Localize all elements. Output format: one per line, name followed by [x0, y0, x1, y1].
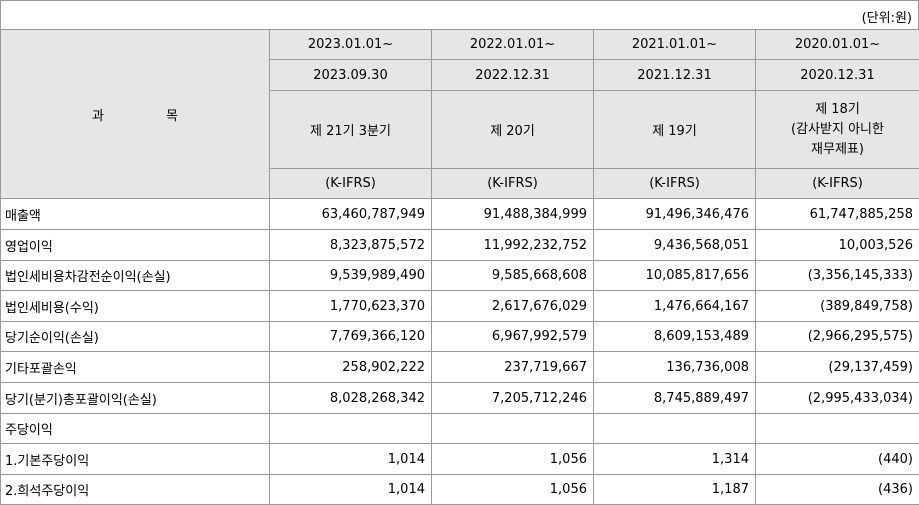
- period-start: 2021.01.01~: [594, 30, 756, 60]
- unit-bar: (단위:원): [0, 0, 919, 29]
- row-value: 9,585,668,608: [432, 261, 594, 291]
- row-value: (440): [756, 444, 919, 475]
- row-value: 1,014: [270, 475, 432, 505]
- row-label: 매출액: [1, 199, 270, 230]
- row-value: 1,770,623,370: [270, 291, 432, 322]
- row-value: 8,745,889,497: [594, 383, 756, 414]
- period-term: 제 21기 3분기: [270, 91, 432, 169]
- period-term: 제 20기: [432, 91, 594, 169]
- period-end: 2023.09.30: [270, 60, 432, 91]
- row-value: (389,849,758): [756, 291, 919, 322]
- row-value: 91,488,384,999: [432, 199, 594, 230]
- period-standard: (K-IFRS): [432, 169, 594, 199]
- period-start: 2023.01.01~: [270, 30, 432, 60]
- table-row: 법인세비용차감전순이익(손실) 9,539,989,490 9,585,668,…: [1, 261, 919, 291]
- row-label: 영업이익: [1, 230, 270, 261]
- period-start: 2022.01.01~: [432, 30, 594, 60]
- table-row: 매출액 63,460,787,949 91,488,384,999 91,496…: [1, 199, 919, 230]
- table-row: 영업이익 8,323,875,572 11,992,232,752 9,436,…: [1, 230, 919, 261]
- row-value: 6,967,992,579: [432, 322, 594, 352]
- period-end: 2022.12.31: [432, 60, 594, 91]
- row-value: 63,460,787,949: [270, 199, 432, 230]
- row-label: 기타포괄손익: [1, 352, 270, 383]
- row-value: [594, 414, 756, 444]
- table-row: 법인세비용(수익) 1,770,623,370 2,617,676,029 1,…: [1, 291, 919, 322]
- row-value: 7,205,712,246: [432, 383, 594, 414]
- row-value: [756, 414, 919, 444]
- table-row: 당기(분기)총포괄이익(손실) 8,028,268,342 7,205,712,…: [1, 383, 919, 414]
- period-term: 제 19기: [594, 91, 756, 169]
- subject-header-part2: 목: [166, 109, 178, 124]
- row-value: 9,436,568,051: [594, 230, 756, 261]
- row-value: 11,992,232,752: [432, 230, 594, 261]
- table-row: 당기순이익(손실) 7,769,366,120 6,967,992,579 8,…: [1, 322, 919, 352]
- period-term: 제 18기 (감사받지 아니한 재무제표): [756, 91, 919, 169]
- table-row: 1.기본주당이익 1,014 1,056 1,314 (440): [1, 444, 919, 475]
- row-value: [432, 414, 594, 444]
- period-start: 2020.01.01~: [756, 30, 919, 60]
- row-value: 258,902,222: [270, 352, 432, 383]
- subject-header-part1: 과: [92, 109, 104, 124]
- row-label: 주당이익: [1, 414, 270, 444]
- unit-label: (단위:원): [862, 7, 912, 26]
- row-label: 2.희석주당이익: [1, 475, 270, 505]
- row-value: 10,085,817,656: [594, 261, 756, 291]
- row-value: 1,056: [432, 475, 594, 505]
- row-value: 1,056: [432, 444, 594, 475]
- period-end: 2021.12.31: [594, 60, 756, 91]
- row-value: 136,736,008: [594, 352, 756, 383]
- period-standard: (K-IFRS): [270, 169, 432, 199]
- row-value: 7,769,366,120: [270, 322, 432, 352]
- row-value: (3,356,145,333): [756, 261, 919, 291]
- period-standard: (K-IFRS): [594, 169, 756, 199]
- row-value: 8,609,153,489: [594, 322, 756, 352]
- table-row: 주당이익: [1, 414, 919, 444]
- row-value: 1,187: [594, 475, 756, 505]
- row-label: 법인세비용(수익): [1, 291, 270, 322]
- row-value: 1,476,664,167: [594, 291, 756, 322]
- row-label: 1.기본주당이익: [1, 444, 270, 475]
- row-value: 91,496,346,476: [594, 199, 756, 230]
- table-row: 2.희석주당이익 1,014 1,056 1,187 (436): [1, 475, 919, 505]
- row-value: (436): [756, 475, 919, 505]
- row-value: 9,539,989,490: [270, 261, 432, 291]
- row-value: 8,028,268,342: [270, 383, 432, 414]
- row-value: 61,747,885,258: [756, 199, 919, 230]
- row-label: 법인세비용차감전순이익(손실): [1, 261, 270, 291]
- row-value: (2,966,295,575): [756, 322, 919, 352]
- period-standard: (K-IFRS): [756, 169, 919, 199]
- period-end: 2020.12.31: [756, 60, 919, 91]
- row-value: 8,323,875,572: [270, 230, 432, 261]
- row-value: 10,003,526: [756, 230, 919, 261]
- row-value: (29,137,459): [756, 352, 919, 383]
- row-value: 1,314: [594, 444, 756, 475]
- table-row: 기타포괄손익 258,902,222 237,719,667 136,736,0…: [1, 352, 919, 383]
- row-label: 당기순이익(손실): [1, 322, 270, 352]
- row-value: 237,719,667: [432, 352, 594, 383]
- row-value: 2,617,676,029: [432, 291, 594, 322]
- row-value: [270, 414, 432, 444]
- row-label: 당기(분기)총포괄이익(손실): [1, 383, 270, 414]
- row-value: (2,995,433,034): [756, 383, 919, 414]
- row-value: 1,014: [270, 444, 432, 475]
